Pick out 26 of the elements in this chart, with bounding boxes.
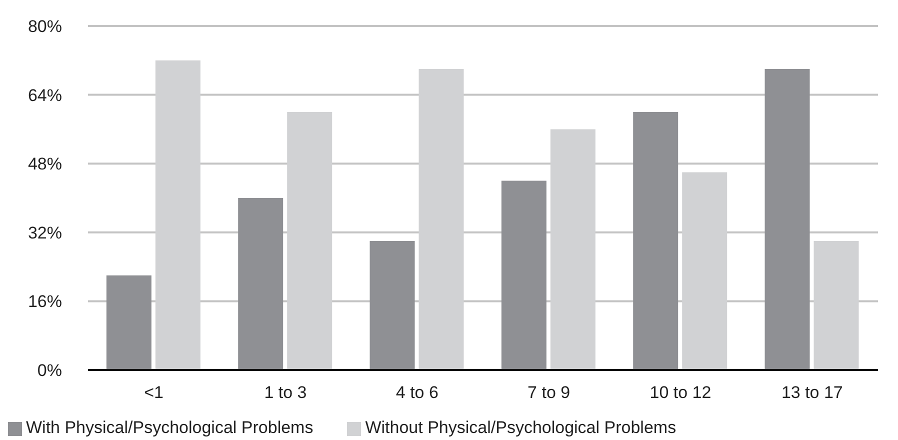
bar [633,112,678,370]
y-tick-label: 16% [28,292,62,312]
x-tick-label: 13 to 17 [781,383,843,402]
y-tick-label: 64% [28,86,62,105]
bar [814,241,859,370]
bar [370,241,415,370]
y-tick-label: 32% [28,223,62,242]
bar [550,129,596,370]
bar [155,60,200,370]
legend-label: Without Physical/Psychological Problems [365,418,676,437]
bar [764,69,810,370]
x-tick-label: 7 to 9 [528,383,570,402]
x-tick-label: 4 to 6 [396,383,438,402]
bar [501,180,546,370]
y-tick-label: 0% [37,361,62,380]
bar [287,112,332,370]
bar [106,275,152,370]
x-tick-label: <1 [144,383,164,402]
bar [238,198,284,370]
bar [682,172,728,370]
y-tick-label: 48% [28,154,62,174]
x-tick-label: 1 to 3 [264,383,307,402]
y-tick-label: 80% [28,17,62,36]
x-tick-label: 10 to 12 [650,383,712,402]
bar [418,69,464,370]
legend-label: With Physical/Psychological Problems [26,418,314,437]
